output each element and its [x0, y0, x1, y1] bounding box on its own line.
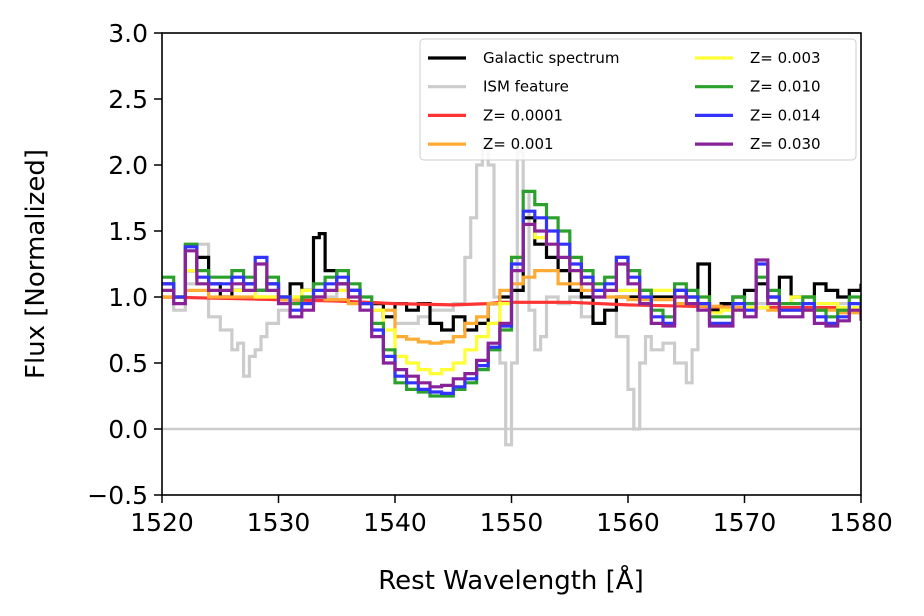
series-line-ism-feature [162, 137, 861, 447]
legend: ISM feature Galactic spectrum Z= 0.0001 Z= … [419, 38, 857, 161]
y-tick-label: 2.0 [108, 151, 148, 180]
x-tick-label: 1540 [363, 508, 427, 537]
legend-label: Z= 0.010 [750, 78, 821, 96]
y-tick-label: 1.5 [108, 217, 148, 246]
y-tick-label: −0.5 [87, 481, 148, 510]
legend-label: ISM feature [483, 78, 569, 96]
legend-label: Z= 0.001 [483, 135, 554, 153]
y-tick-label: 3.0 [108, 19, 148, 48]
series-line-z-0-030 [162, 222, 861, 389]
x-tick-label: 1580 [829, 508, 893, 537]
y-axis-ticks: −0.5 0.0 0.5 1.0 1.5 2.0 2.5 3.0 [87, 19, 162, 510]
legend-label: Galactic spectrum [483, 49, 619, 67]
legend-label: Z= 0.003 [750, 49, 821, 67]
legend-label: Z= 0.014 [750, 106, 821, 124]
y-axis-label: Flux [Normalized] [21, 149, 51, 379]
y-tick-label: 2.5 [108, 85, 148, 114]
legend-label: Z= 0.030 [750, 135, 821, 153]
series-layer [162, 137, 861, 447]
y-tick-label: 0.5 [108, 349, 148, 378]
y-tick-label: 0.0 [108, 415, 148, 444]
x-axis-label: Rest Wavelength [Å] [378, 564, 643, 596]
legend-label: Z= 0.0001 [483, 106, 563, 124]
x-tick-label: 1570 [713, 508, 777, 537]
x-tick-label: 1560 [596, 508, 660, 537]
legend-box [419, 38, 857, 161]
x-tick-label: 1520 [130, 508, 194, 537]
x-tick-label: 1530 [247, 508, 311, 537]
y-tick-label: 1.0 [108, 283, 148, 312]
x-tick-label: 1550 [480, 508, 544, 537]
x-axis-ticks: 1520 1530 1540 1550 1560 1570 1580 [130, 495, 893, 537]
